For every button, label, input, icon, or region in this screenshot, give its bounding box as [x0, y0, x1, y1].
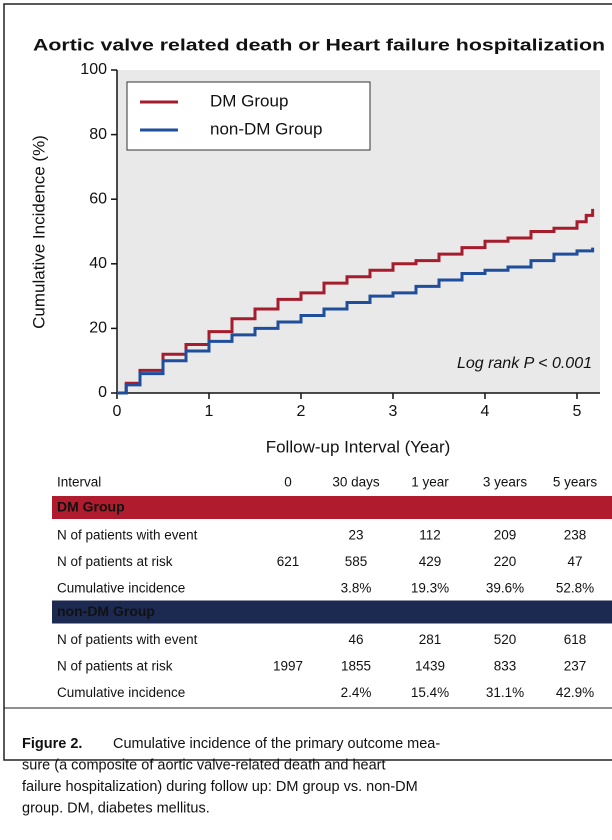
group-band	[52, 496, 612, 519]
x-axis-label: Follow-up Interval (Year)	[266, 437, 451, 456]
legend-box	[126, 81, 371, 151]
series-line	[117, 208, 595, 395]
table-cell: 23	[348, 528, 363, 543]
caption-line: group. DM, diabetes mellitus.	[22, 800, 210, 816]
table-cell: 209	[494, 528, 517, 543]
x-tick-label: 5	[573, 403, 582, 420]
table-cell: 52.8%	[556, 581, 594, 596]
table-cell: 621	[277, 554, 300, 569]
table-header: 30 days	[332, 475, 380, 490]
table-cell: 429	[419, 554, 442, 569]
table-cell: N of patients with event	[57, 528, 198, 543]
table-cell: 238	[564, 528, 587, 543]
table-cell: N of patients at risk	[57, 659, 173, 674]
table-cell: 39.6%	[486, 581, 524, 596]
table-cell: N of patients at risk	[57, 554, 173, 569]
table-header: Interval	[57, 475, 101, 490]
table-cell: 42.9%	[556, 685, 594, 700]
x-tick-label: 4	[481, 403, 490, 420]
legend-label: non-DM Group	[210, 119, 322, 138]
caption-line: failure hospitalization) during follow u…	[22, 779, 418, 795]
table-cell: 520	[494, 632, 517, 647]
x-tick-label: 2	[297, 403, 306, 420]
table-header: 3 years	[483, 475, 528, 490]
group-name: non-DM Group	[57, 603, 155, 619]
table-cell: 1439	[415, 659, 445, 674]
x-tick-label: 0	[113, 403, 122, 420]
y-tick-label: 100	[80, 61, 107, 78]
table-cell: Cumulative incidence	[57, 685, 185, 700]
y-tick-label: 80	[89, 126, 107, 143]
table-header: 1 year	[411, 475, 449, 490]
table-cell: Cumulative incidence	[57, 581, 185, 596]
y-tick-label: 40	[89, 255, 107, 272]
table-cell: 220	[494, 554, 517, 569]
table-cell: 47	[567, 554, 582, 569]
y-tick-label: 0	[98, 384, 107, 401]
y-tick-label: 60	[89, 190, 107, 207]
group-band	[52, 600, 612, 624]
table-cell: 31.1%	[486, 685, 524, 700]
table-cell: 618	[564, 632, 587, 647]
table-cell: N of patients with event	[57, 632, 198, 647]
table-cell: 2.4%	[341, 685, 372, 700]
table-header: 5 years	[553, 475, 598, 490]
table-header: 0	[284, 475, 292, 490]
figure-frame	[3, 3, 612, 761]
table-cell: 46	[348, 632, 363, 647]
annotation: Log rank P < 0.001	[457, 355, 592, 372]
x-tick-label: 3	[389, 403, 398, 420]
legend-label: DM Group	[210, 91, 288, 110]
caption-label: Figure 2.	[22, 736, 82, 752]
caption-line: Cumulative incidence of the primary outc…	[113, 736, 440, 752]
chart-title: Aortic valve related death or Heart fail…	[33, 35, 605, 54]
table-cell: 1997	[273, 659, 303, 674]
table-cell: 1855	[341, 659, 371, 674]
table-cell: 112	[419, 528, 441, 543]
y-tick-label: 20	[89, 320, 107, 337]
table-cell: 833	[494, 659, 517, 674]
table-cell: 15.4%	[411, 685, 449, 700]
table-cell: 3.8%	[341, 581, 372, 596]
table-cell: 19.3%	[411, 581, 449, 596]
x-tick-label: 1	[205, 403, 214, 420]
table-cell: 237	[564, 659, 587, 674]
y-axis-label: Cumulative Incidence (%)	[29, 135, 48, 329]
series-line	[117, 247, 595, 395]
caption-line: sure (a composite of aortic valve-relate…	[22, 757, 386, 773]
group-name: DM Group	[57, 499, 125, 515]
table-cell: 585	[345, 554, 368, 569]
table-cell: 281	[419, 632, 442, 647]
